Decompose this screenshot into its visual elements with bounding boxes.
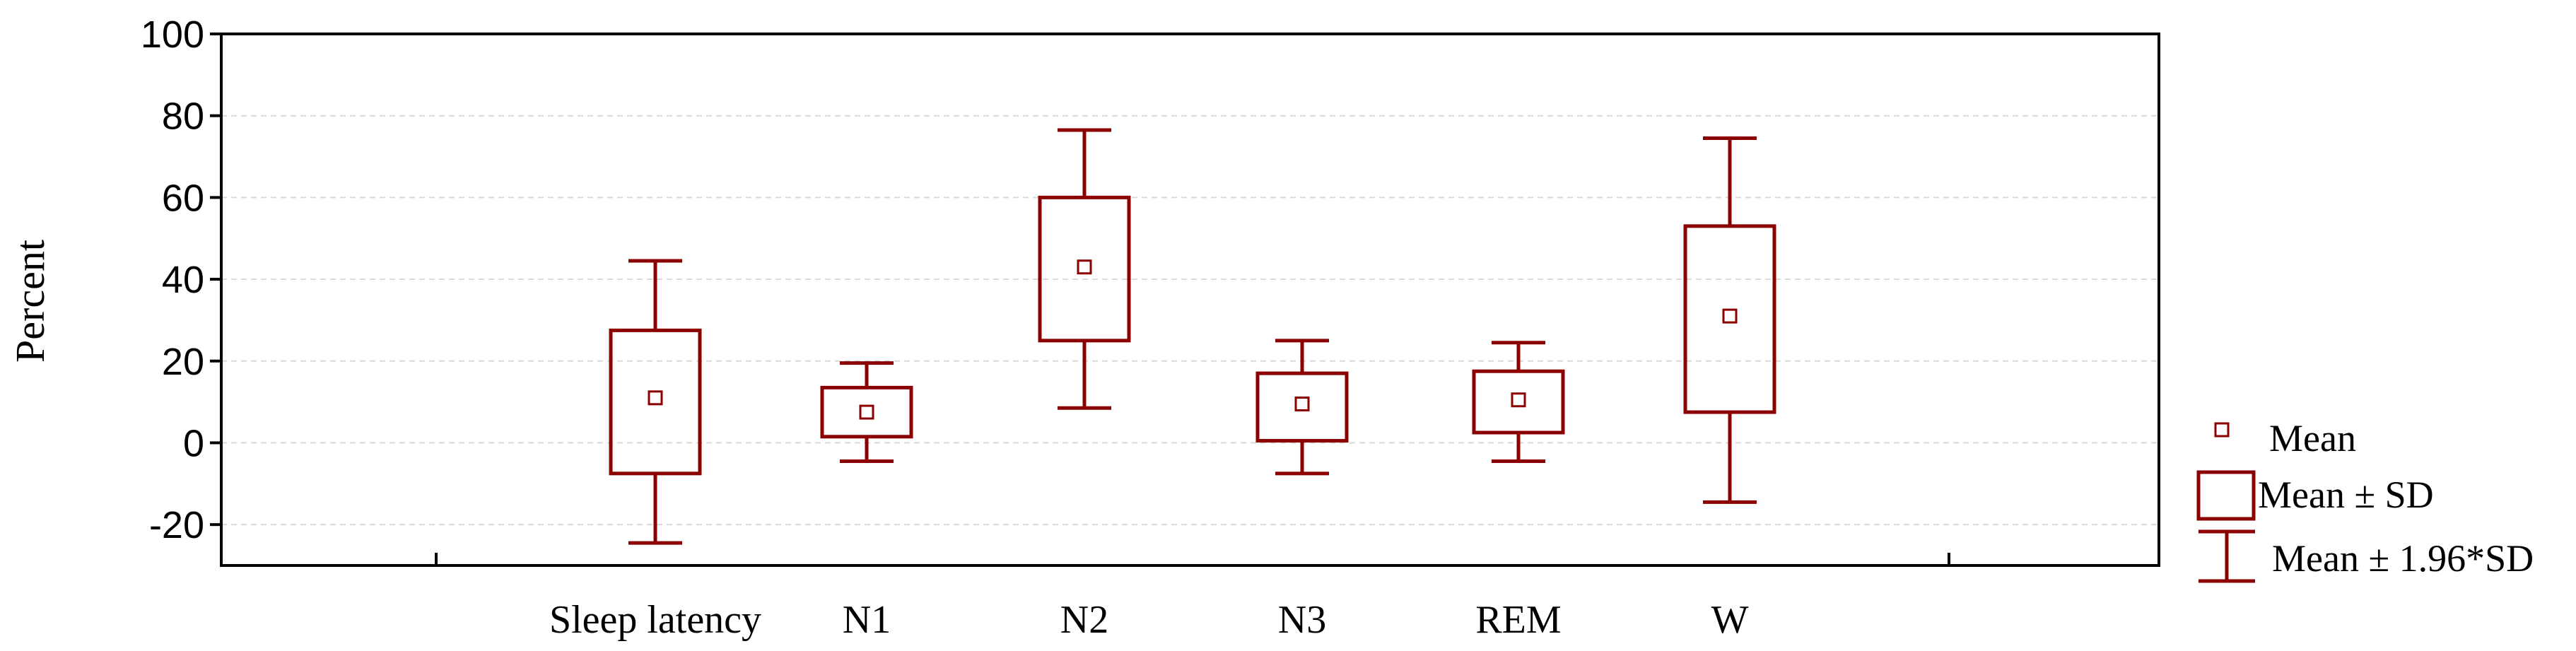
mean-marker <box>1511 392 1526 408</box>
box-3 <box>1255 339 1349 476</box>
legend-ci-label: Mean ± 1.96*SD <box>2272 537 2534 580</box>
mean-marker <box>648 390 663 406</box>
x-axis-ticks <box>435 553 1950 565</box>
x-category-label: Sleep latency <box>549 598 761 642</box>
box-0 <box>609 259 702 545</box>
sd-box <box>1472 369 1565 435</box>
y-tick-label: -20 <box>149 504 204 546</box>
y-tick-label: 80 <box>162 95 204 138</box>
plot-frame <box>220 33 2160 567</box>
x-category-label: N3 <box>1278 598 1326 642</box>
mean-marker <box>1294 397 1310 412</box>
sd-box <box>820 385 913 439</box>
legend-mean-label: Mean <box>2269 417 2356 459</box>
mean-marker <box>1077 259 1092 275</box>
box-2 <box>1038 128 1131 410</box>
sd-box <box>1683 224 1776 414</box>
legend-mean-marker <box>2214 422 2230 438</box>
y-axis: 100 80 60 40 20 0 -20 <box>141 13 221 546</box>
legend-ci-marker <box>2199 529 2255 583</box>
box-1 <box>820 361 913 463</box>
y-tick-label: 100 <box>141 13 204 56</box>
boxes <box>609 128 1776 545</box>
legend-sd-label: Mean ± SD <box>2258 474 2434 516</box>
legend: Mean Mean ± SD Mean ± 1.96*SD <box>2196 417 2534 583</box>
y-axis-label: Percent <box>7 240 53 363</box>
x-category-label: N1 <box>843 598 891 642</box>
x-category-label: REM <box>1475 598 1561 642</box>
sd-box <box>609 328 702 476</box>
mean-marker <box>859 404 874 420</box>
x-category-label: W <box>1711 598 1749 642</box>
y-tick-label: 0 <box>183 422 204 464</box>
box-5 <box>1683 136 1776 504</box>
x-category-label: N2 <box>1060 598 1108 642</box>
box-4 <box>1472 341 1565 463</box>
gridlines <box>221 115 2159 526</box>
y-tick-label: 60 <box>162 177 204 219</box>
y-tick-label: 20 <box>162 341 204 383</box>
mean-marker <box>1722 308 1738 324</box>
sd-box <box>1038 195 1131 343</box>
x-axis-labels: Sleep latency N1 N2 N3 REM W <box>549 598 1749 642</box>
y-tick-label: 40 <box>162 259 204 301</box>
sd-box <box>1255 371 1349 443</box>
legend-sd-marker <box>2196 470 2256 521</box>
